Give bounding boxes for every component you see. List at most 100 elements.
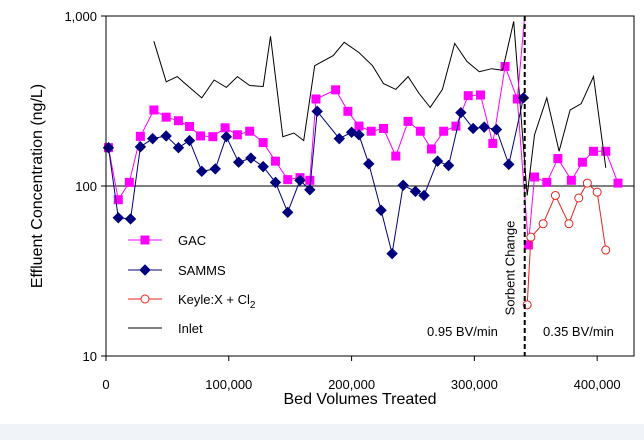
- data-point: [397, 179, 409, 191]
- data-point: [538, 219, 548, 229]
- legend-item: Inlet: [128, 321, 203, 336]
- data-point: [124, 177, 134, 187]
- data-point: [149, 105, 159, 115]
- data-point: [463, 91, 473, 101]
- data-point: [257, 160, 269, 173]
- legend-label: SAMMS: [178, 263, 226, 278]
- data-point: [366, 126, 376, 136]
- series-line: [526, 182, 607, 305]
- series-inlet: [153, 21, 607, 196]
- data-point: [426, 144, 436, 154]
- data-point: [409, 185, 422, 198]
- data-point: [478, 121, 490, 133]
- y-axis-title: Effluent Concentration (ng/L): [29, 84, 46, 288]
- data-point: [112, 212, 124, 224]
- data-point: [588, 146, 598, 156]
- series-spike: [516, 15, 526, 100]
- y-tick-label: 10: [83, 349, 97, 364]
- x-axis-title: Bed Volumes Treated: [284, 391, 437, 408]
- legend-marker: [139, 264, 151, 276]
- data-point: [184, 121, 194, 131]
- data-point: [269, 176, 282, 189]
- data-point: [333, 132, 346, 145]
- x-tick-label: 0: [102, 377, 109, 392]
- data-point: [386, 247, 398, 260]
- data-point: [455, 106, 467, 119]
- data-point: [553, 154, 563, 164]
- data-point: [550, 190, 560, 200]
- data-point: [490, 123, 503, 136]
- data-point: [415, 126, 425, 136]
- data-point: [363, 158, 375, 170]
- data-point: [209, 163, 221, 175]
- data-point: [258, 138, 268, 148]
- data-point: [592, 187, 602, 197]
- annotation-layer: Sorbent Change 0.95 BV/min 0.35 BV/min: [427, 16, 614, 356]
- data-point: [418, 189, 430, 202]
- data-point: [375, 204, 387, 216]
- data-point: [311, 94, 321, 104]
- data-point: [160, 130, 172, 142]
- legend-item: Keyle:X + Cl2: [128, 292, 256, 311]
- data-point: [304, 184, 316, 196]
- legend: GAC SAMMS Keyle:X + Cl2 Inlet: [128, 233, 256, 336]
- series-line: [153, 21, 607, 196]
- legend-marker: [140, 294, 150, 304]
- data-point: [232, 130, 242, 140]
- data-point: [172, 141, 185, 154]
- data-point: [542, 177, 552, 187]
- data-point: [379, 123, 389, 133]
- data-point: [220, 130, 233, 143]
- series-keyle-x-cl2: [522, 178, 611, 310]
- series-line: [516, 15, 526, 100]
- data-point: [208, 132, 218, 142]
- data-point: [270, 156, 280, 166]
- data-point: [343, 106, 353, 116]
- data-point: [245, 126, 255, 136]
- bottom-band: [0, 424, 644, 440]
- data-point: [134, 141, 147, 153]
- data-point: [305, 175, 315, 185]
- sorbent-change-label: Sorbent Change: [503, 221, 518, 316]
- x-tick-label: 100,000: [205, 377, 252, 392]
- series-layer: [102, 15, 623, 310]
- data-point: [517, 92, 530, 104]
- data-point: [353, 129, 365, 141]
- x-tick-label: 300,000: [451, 377, 498, 392]
- data-point: [113, 195, 123, 205]
- data-point: [232, 156, 245, 168]
- data-point: [439, 126, 449, 136]
- data-point: [564, 219, 574, 229]
- y-tick-label: 100: [75, 179, 97, 194]
- legend-label: Inlet: [178, 321, 203, 336]
- data-point: [245, 152, 257, 164]
- data-point: [282, 206, 294, 219]
- rate-left-label: 0.95 BV/min: [427, 324, 498, 339]
- data-point: [574, 193, 584, 203]
- data-point: [124, 213, 137, 225]
- data-point: [331, 85, 341, 95]
- x-tick-label: 400,000: [574, 377, 621, 392]
- data-point: [311, 105, 323, 118]
- data-point: [442, 159, 455, 172]
- legend-item: SAMMS: [128, 263, 226, 278]
- legend-item: GAC: [128, 233, 206, 248]
- data-point: [503, 158, 515, 171]
- data-point: [451, 121, 461, 131]
- data-point: [196, 131, 206, 141]
- series-samms: [102, 92, 530, 260]
- data-point: [476, 90, 486, 100]
- series-line: [108, 97, 524, 254]
- data-point: [613, 178, 623, 188]
- data-point: [220, 123, 230, 133]
- data-point: [146, 132, 159, 145]
- data-point: [601, 146, 611, 156]
- data-point: [500, 61, 510, 71]
- legend-label: GAC: [178, 233, 206, 248]
- data-point: [135, 131, 145, 141]
- data-point: [294, 174, 306, 187]
- data-point: [283, 175, 293, 185]
- data-point: [183, 134, 196, 147]
- data-point: [530, 172, 540, 182]
